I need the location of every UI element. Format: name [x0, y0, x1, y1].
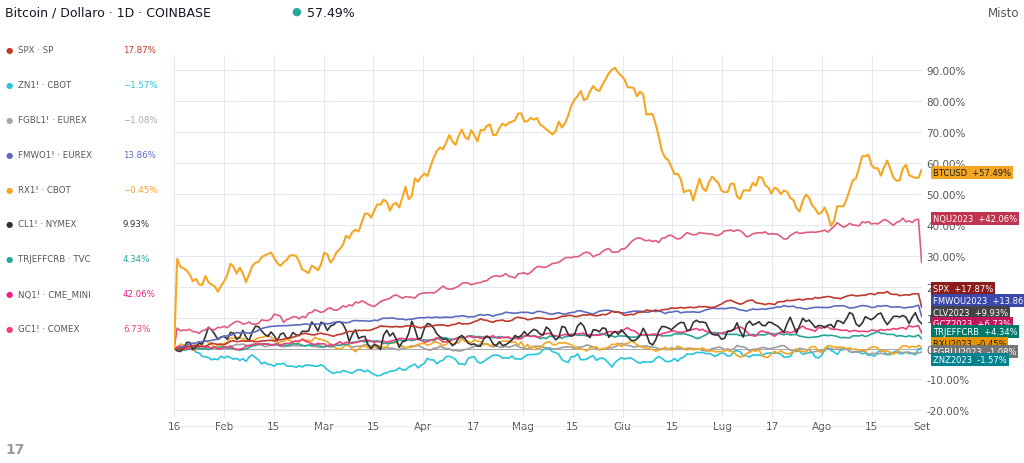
Text: RXU2023  -0.45%: RXU2023 -0.45% [933, 340, 1007, 349]
Text: ZN1! · CBOT: ZN1! · CBOT [18, 81, 72, 90]
Text: ●: ● [5, 81, 12, 90]
Text: BTCUSD  +57.49%: BTCUSD +57.49% [933, 169, 1011, 177]
Text: GCZ2023  +6.73%: GCZ2023 +6.73% [933, 319, 1011, 328]
Text: −1.08%: −1.08% [123, 116, 158, 125]
Text: CLV2023  +9.93%: CLV2023 +9.93% [933, 309, 1008, 318]
Text: ●: ● [5, 46, 12, 55]
Text: 42.06%: 42.06% [123, 289, 156, 298]
Text: GC1! · COMEX: GC1! · COMEX [18, 324, 80, 333]
Text: Bitcoin / Dollaro · 1D · COINBASE: Bitcoin / Dollaro · 1D · COINBASE [5, 7, 211, 20]
Text: 6.73%: 6.73% [123, 324, 151, 333]
Text: Misto: Misto [987, 7, 1019, 20]
Text: TRJEFFCRB · TVC: TRJEFFCRB · TVC [18, 255, 91, 263]
Text: FMWOU2023  +13.86%: FMWOU2023 +13.86% [933, 296, 1024, 306]
Text: SPX  +17.87%: SPX +17.87% [933, 284, 993, 293]
Text: −0.45%: −0.45% [123, 185, 158, 194]
Text: FGBLU2023  -1.08%: FGBLU2023 -1.08% [933, 347, 1016, 357]
Text: ●: ● [292, 7, 302, 17]
Text: ●: ● [5, 185, 12, 194]
Text: ●: ● [5, 220, 12, 229]
Text: 17.87%: 17.87% [123, 46, 156, 55]
Text: ZNZ2023  -1.57%: ZNZ2023 -1.57% [933, 355, 1007, 364]
Text: ●: ● [5, 289, 12, 298]
Text: ●: ● [5, 255, 12, 263]
Text: ●: ● [5, 324, 12, 333]
Text: 57.49%: 57.49% [307, 7, 355, 20]
Text: RX1! · CBOT: RX1! · CBOT [18, 185, 72, 194]
Text: CL1! · NYMEX: CL1! · NYMEX [18, 220, 77, 229]
Text: −1.57%: −1.57% [123, 81, 158, 90]
Text: FGBL1! · EUREX: FGBL1! · EUREX [18, 116, 87, 125]
Text: NQU2023  +42.06%: NQU2023 +42.06% [933, 215, 1017, 224]
Text: ●: ● [5, 116, 12, 125]
Text: ●: ● [5, 150, 12, 159]
Text: 9.93%: 9.93% [123, 220, 150, 229]
Text: SPX · SP: SPX · SP [18, 46, 53, 55]
Text: 17: 17 [5, 442, 25, 456]
Text: NQ1! · CME_MINI: NQ1! · CME_MINI [18, 289, 91, 298]
Text: FMWO1! · EUREX: FMWO1! · EUREX [18, 150, 92, 159]
Text: 13.86%: 13.86% [123, 150, 156, 159]
Text: 4.34%: 4.34% [123, 255, 151, 263]
Text: TRJEFFCRB  +4.34%: TRJEFFCRB +4.34% [933, 327, 1017, 336]
